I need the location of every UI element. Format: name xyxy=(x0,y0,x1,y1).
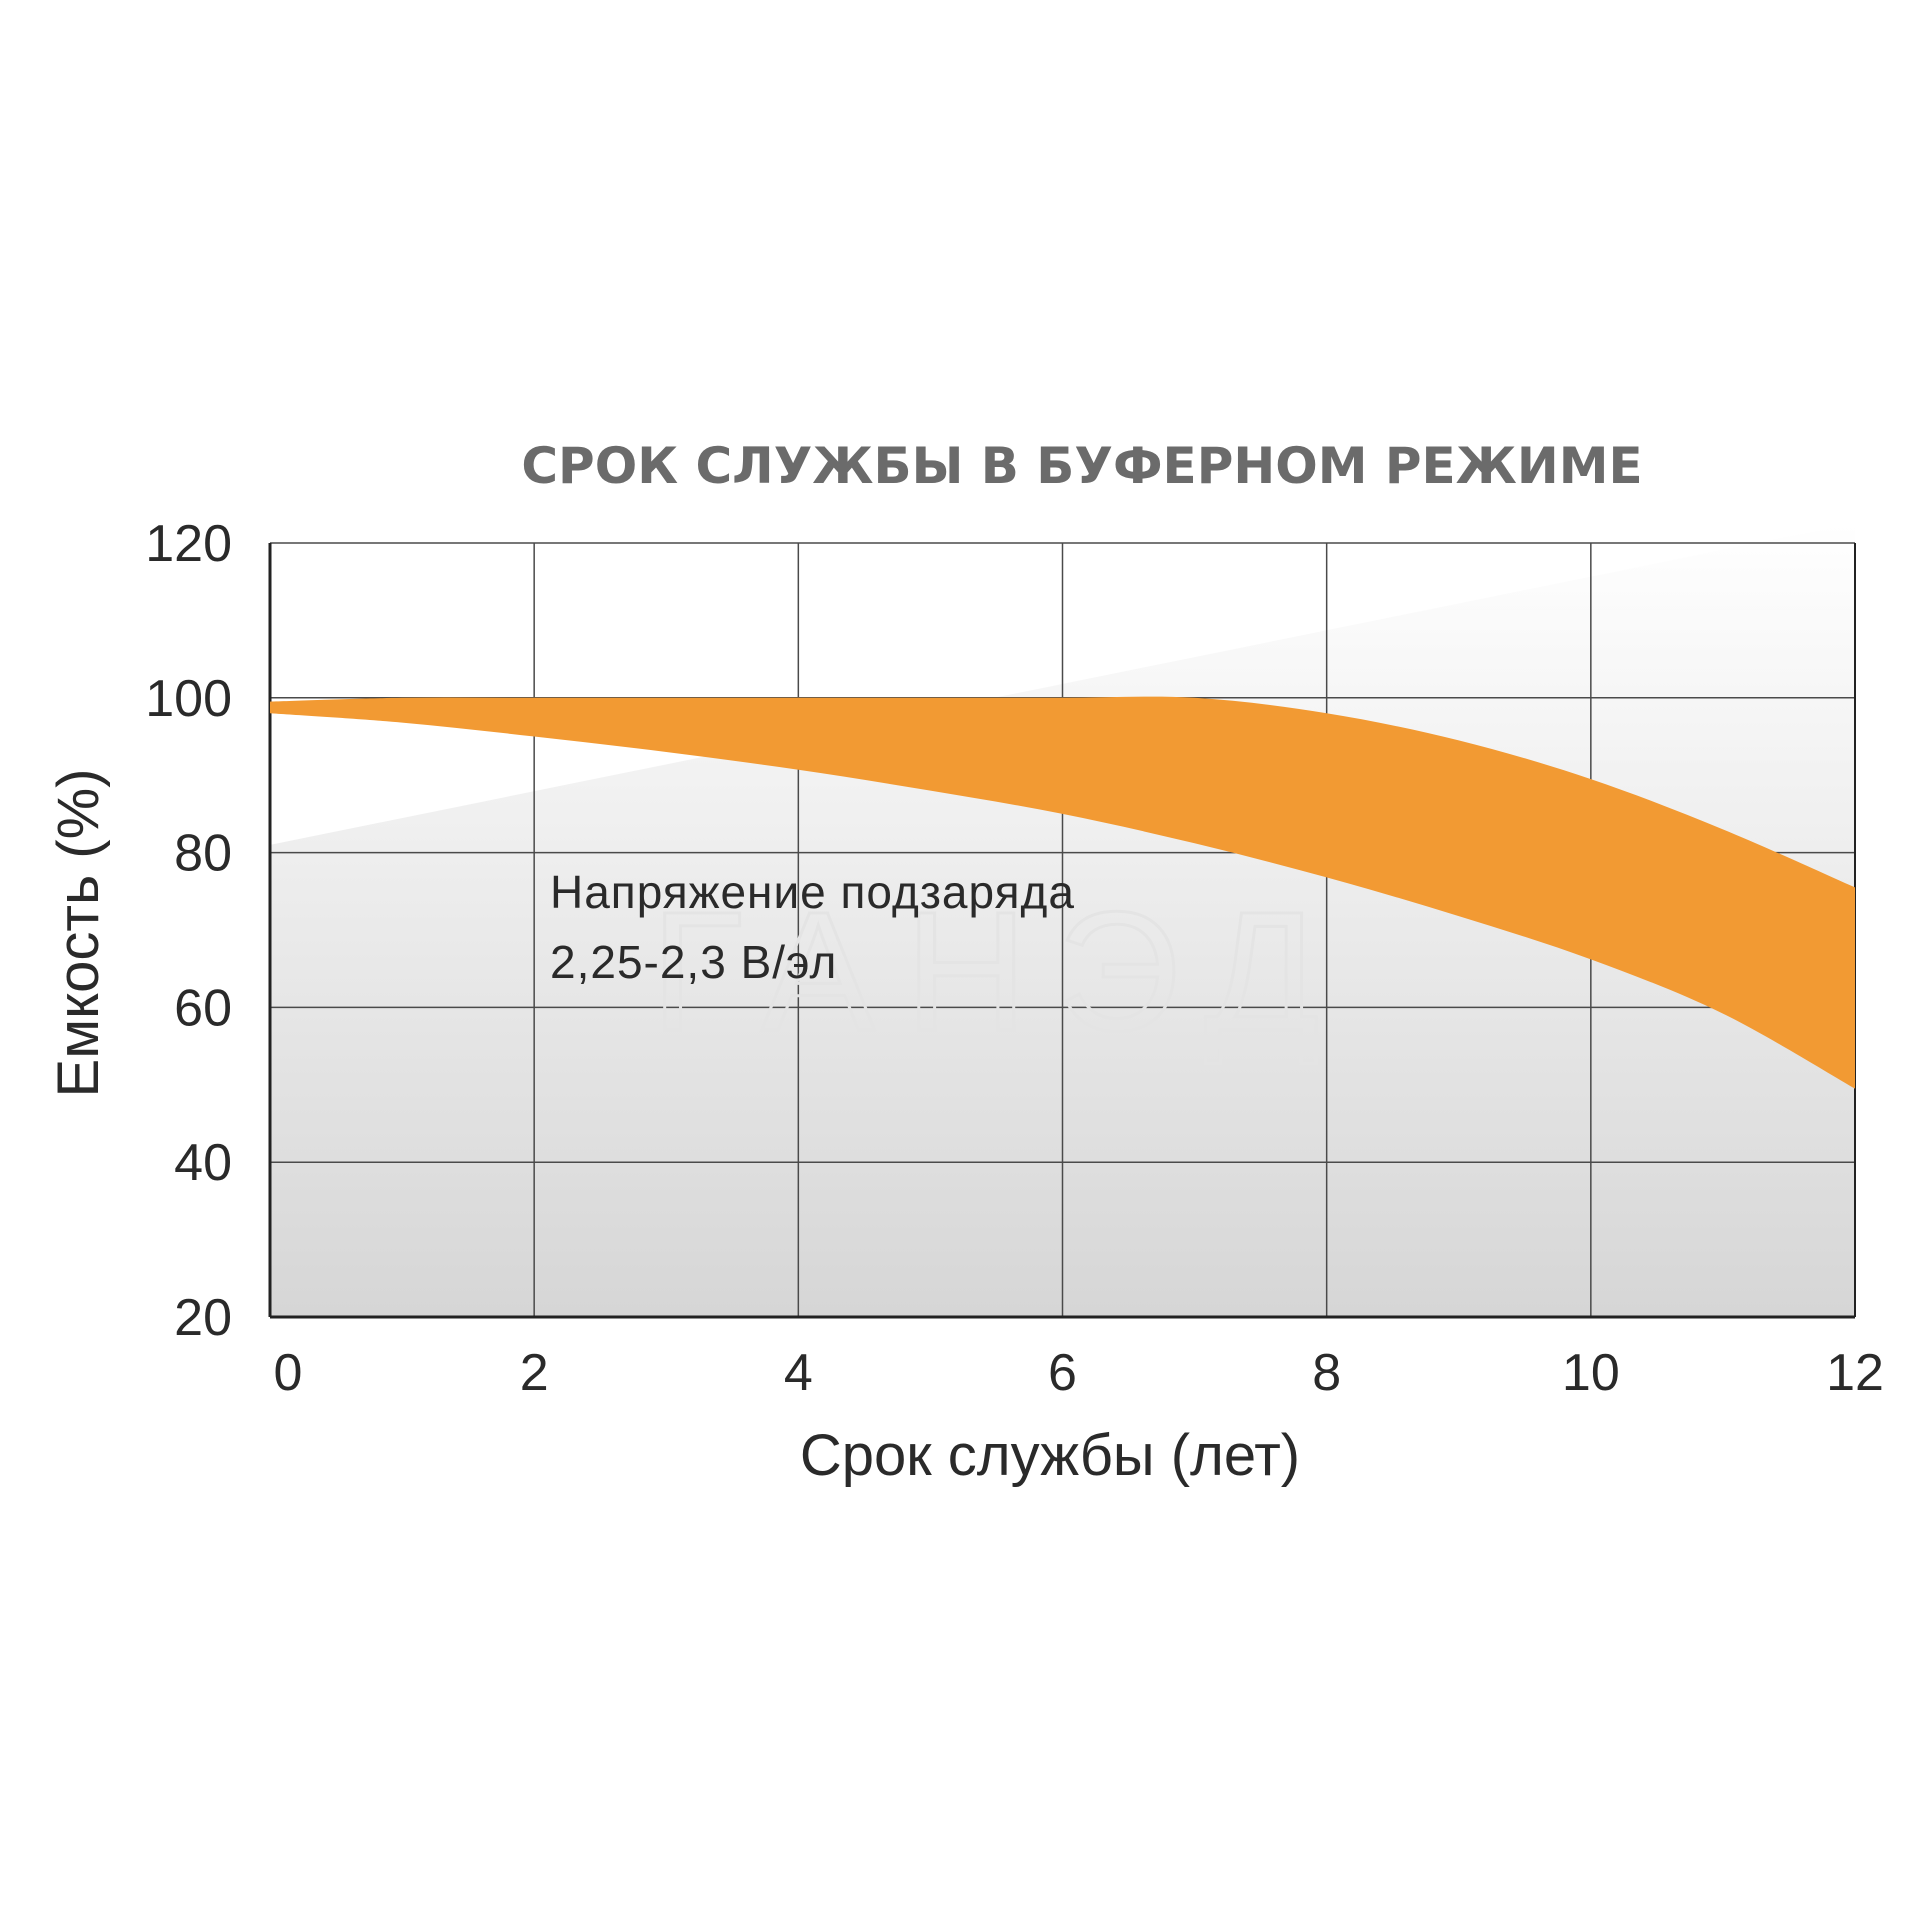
x-axis-label: Срок службы (лет) xyxy=(800,1423,1300,1488)
y-tick-label: 80 xyxy=(174,825,232,883)
x-tick-label: 10 xyxy=(1562,1344,1620,1402)
x-tick-label: 6 xyxy=(1048,1344,1077,1402)
watermark: ГАНЭД xyxy=(651,877,1350,1067)
x-tick-label: 2 xyxy=(520,1344,549,1402)
chart-title: СРОК СЛУЖБЫ В БУФЕРНОМ РЕЖИМЕ xyxy=(521,437,1642,495)
plot-area: 0 2 4 6 8 10 12 20 40 60 80 100 120 xyxy=(145,515,1884,1402)
y-tick-label: 120 xyxy=(145,515,232,573)
y-axis-label: Емкость (%) xyxy=(46,769,111,1098)
x-tick-label: 0 xyxy=(274,1344,303,1402)
y-tick-label: 100 xyxy=(145,670,232,728)
annotation-line-2: 2,25-2,3 В/эл xyxy=(550,936,837,988)
x-tick-label: 8 xyxy=(1312,1344,1341,1402)
annotation-line-1: Напряжение подзаряда xyxy=(550,866,1075,918)
y-tick-label: 60 xyxy=(174,979,232,1037)
y-tick-label: 20 xyxy=(174,1289,232,1347)
x-tick-label: 4 xyxy=(784,1344,813,1402)
x-tick-label: 12 xyxy=(1826,1344,1884,1402)
y-tick-label: 40 xyxy=(174,1134,232,1192)
capacity-band xyxy=(270,696,1855,1089)
